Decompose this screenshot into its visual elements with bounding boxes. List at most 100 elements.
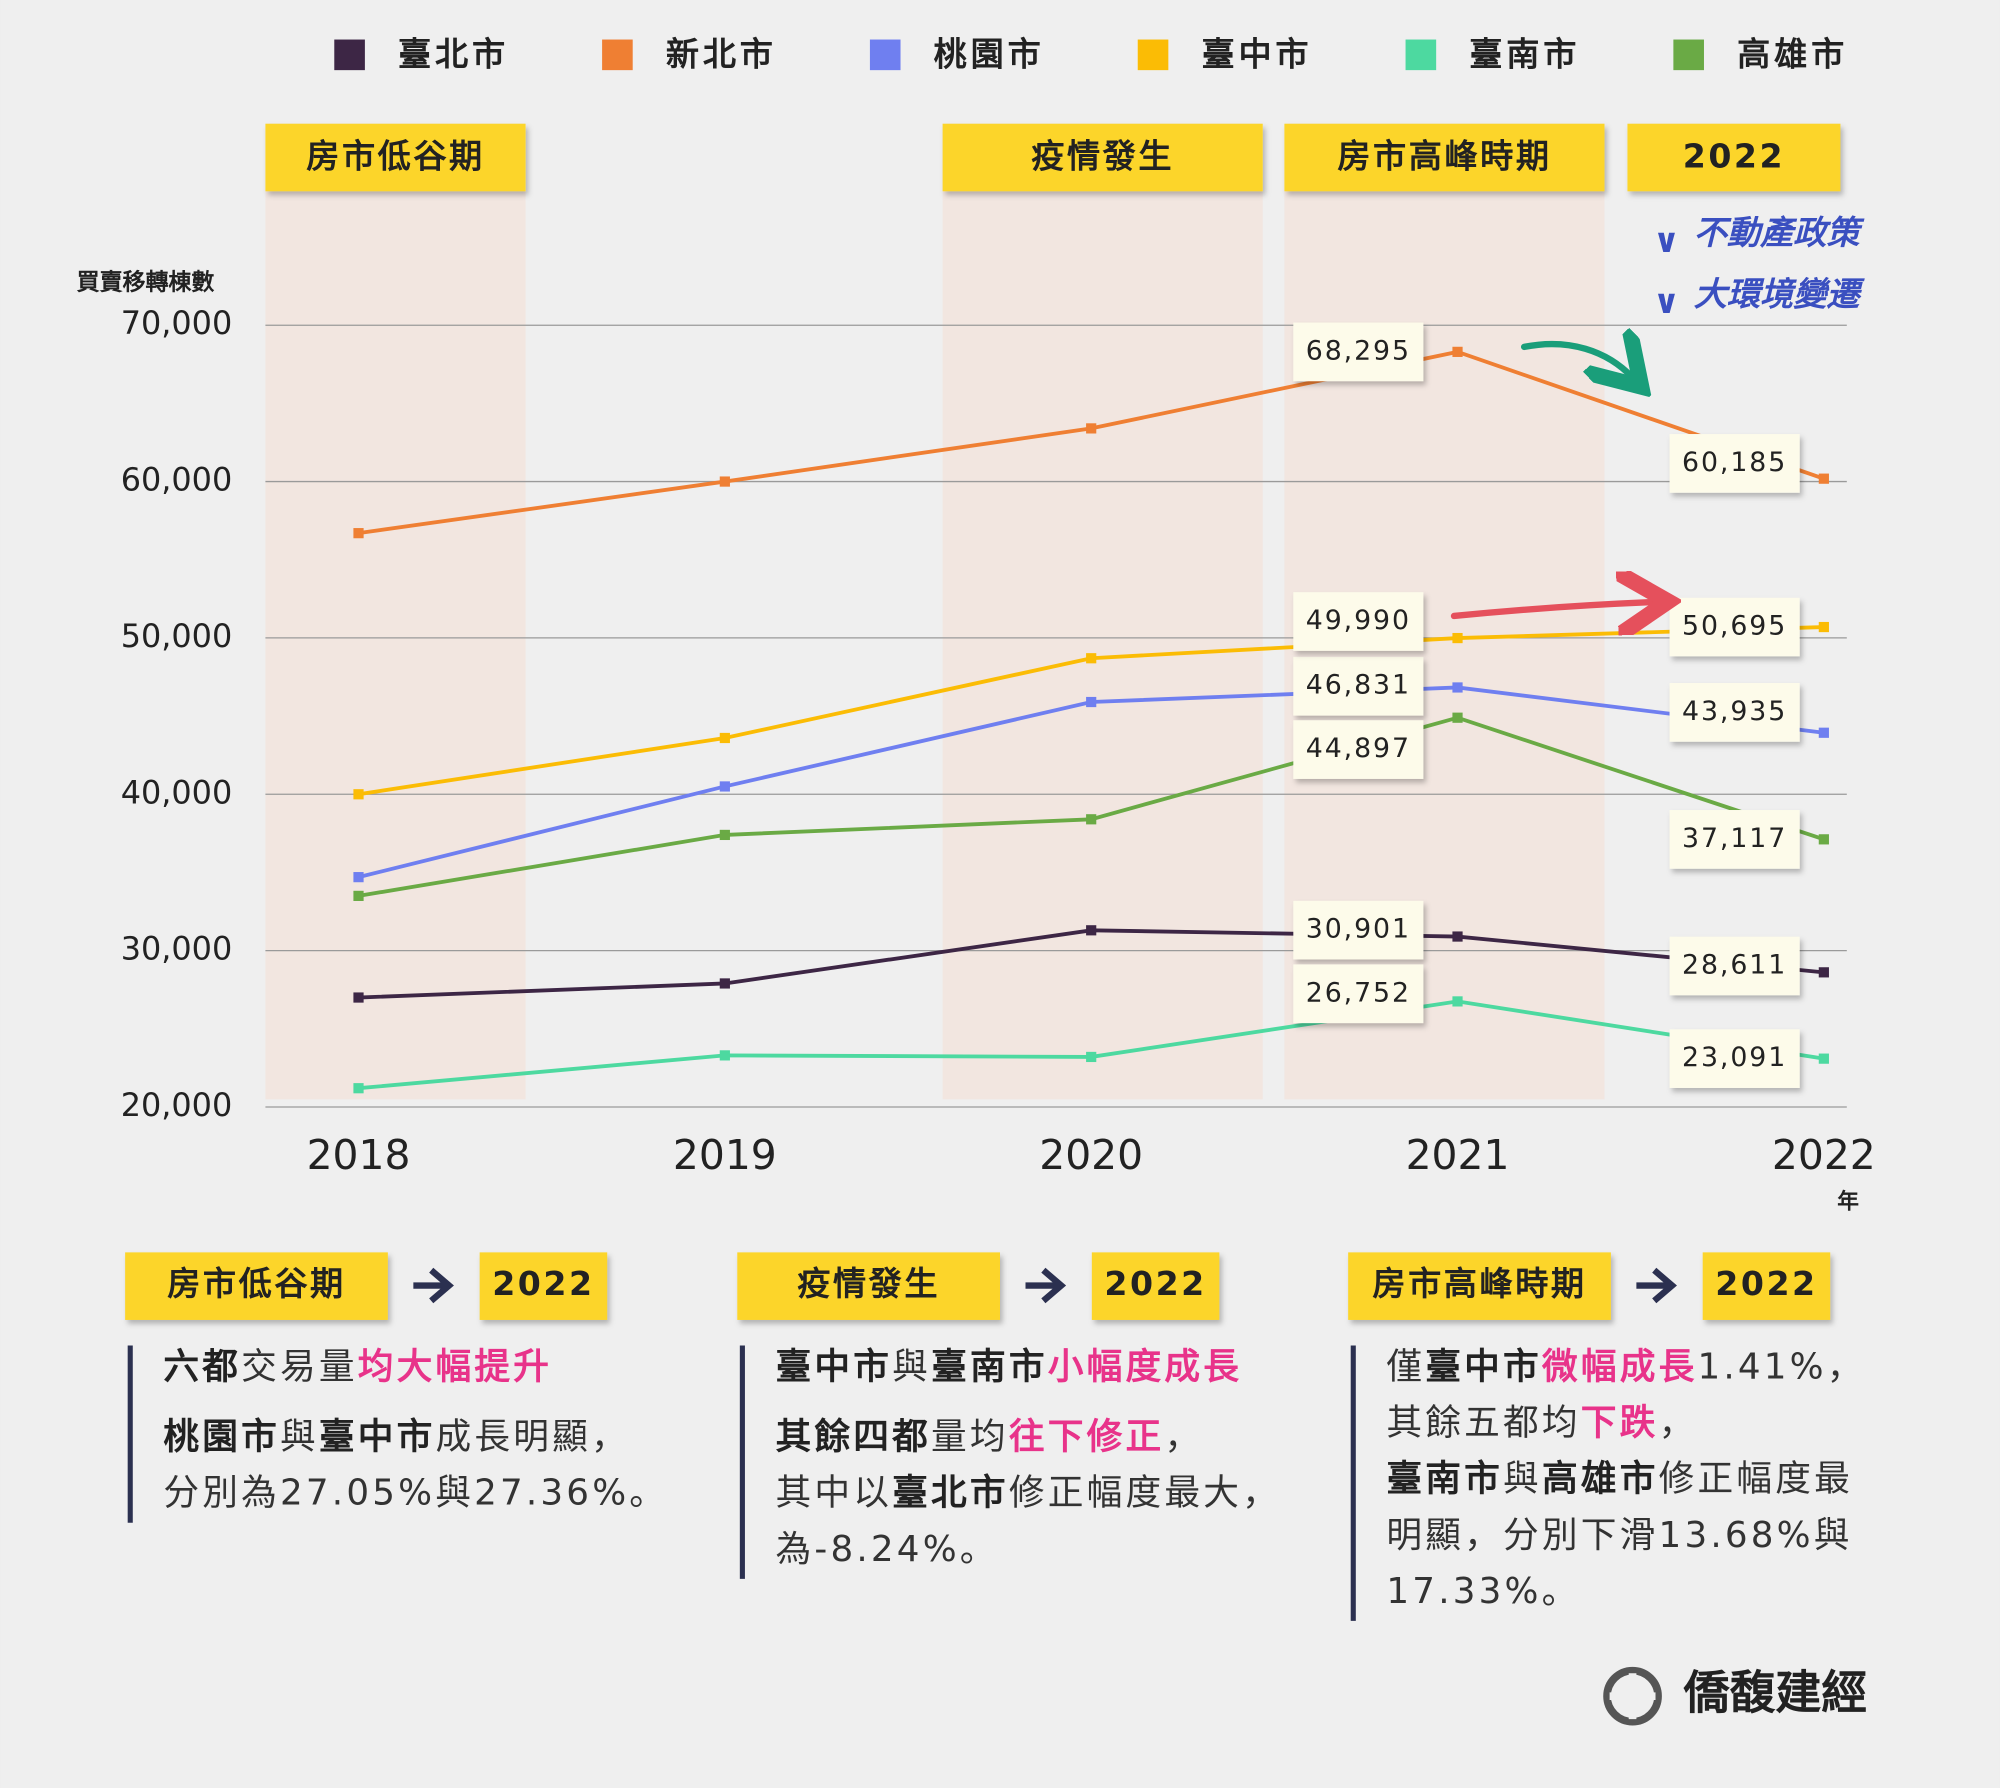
data-point bbox=[719, 829, 730, 841]
value-label: 60,185 bbox=[1682, 447, 1787, 478]
value-label-box bbox=[1293, 592, 1424, 651]
panel-tag: 2022 bbox=[1104, 1264, 1206, 1303]
legend-label: 高雄市 bbox=[1737, 35, 1848, 74]
panel-tag-box bbox=[479, 1252, 608, 1320]
legend-swatch bbox=[869, 39, 901, 71]
data-point bbox=[1452, 682, 1463, 693]
value-label: 68,295 bbox=[1306, 335, 1411, 366]
data-point bbox=[719, 978, 730, 989]
logo: 僑馥建經 bbox=[1603, 1666, 1867, 1726]
panel-line: 其餘四都量均往下修正， bbox=[776, 1417, 1204, 1458]
panel-tag: 疫情發生 bbox=[797, 1264, 940, 1303]
value-label-box bbox=[1669, 683, 1800, 742]
panel-text: ， bbox=[1164, 1417, 1203, 1458]
data-point bbox=[1818, 621, 1829, 633]
data-point bbox=[1818, 967, 1829, 978]
panel-tag: 房市低谷期 bbox=[167, 1264, 345, 1303]
value-label: 30,901 bbox=[1306, 914, 1411, 945]
panel-text: 其餘五都均 bbox=[1386, 1403, 1580, 1444]
panel-text: 1.41%， bbox=[1697, 1346, 1865, 1387]
legend-label: 新北市 bbox=[666, 35, 777, 74]
value-label-box bbox=[1669, 434, 1800, 493]
trend-arrow bbox=[1520, 344, 1632, 377]
panel-text: 往下修正 bbox=[1009, 1417, 1165, 1458]
data-point bbox=[1818, 834, 1829, 845]
panel-text: 六都 bbox=[163, 1346, 241, 1387]
panel-arrow bbox=[1025, 1267, 1067, 1304]
legend-label: 臺中市 bbox=[1202, 35, 1313, 74]
panel-text: 小幅度成長 bbox=[1048, 1346, 1242, 1387]
panel-text: 僅 bbox=[1386, 1346, 1425, 1387]
panel-text: 微幅成長 bbox=[1541, 1346, 1698, 1387]
y-tick-label: 70,000 bbox=[121, 304, 233, 342]
data-point bbox=[1818, 1053, 1829, 1064]
legend-label: 臺北市 bbox=[398, 35, 509, 74]
data-point bbox=[1452, 712, 1463, 723]
x-tick-label: 2021 bbox=[1406, 1131, 1510, 1179]
period-band bbox=[265, 191, 526, 1100]
value-label: 50,695 bbox=[1682, 611, 1787, 642]
panel-line: 分別為27.05%與27.36%。 bbox=[163, 1473, 668, 1514]
panel-text: 與 bbox=[280, 1417, 319, 1458]
legend-label: 臺南市 bbox=[1469, 35, 1580, 74]
panel-line: 六都交易量均大幅提升 bbox=[163, 1346, 552, 1387]
note-mark: ∨ bbox=[1653, 282, 1680, 321]
panel-line: 其餘五都均下跌， bbox=[1386, 1403, 1697, 1444]
panel-text: 分別為27.05%與27.36%。 bbox=[163, 1473, 668, 1514]
period-header-box bbox=[1284, 123, 1605, 192]
y-tick-label: 30,000 bbox=[121, 930, 233, 968]
value-label: 44,897 bbox=[1306, 733, 1411, 764]
panel-tag: 2022 bbox=[1715, 1264, 1817, 1303]
data-point bbox=[1086, 653, 1097, 664]
logo-icon bbox=[1603, 1666, 1662, 1726]
data-point bbox=[1452, 931, 1463, 942]
logo-icon bbox=[1609, 1673, 1656, 1720]
x-tick-label: 2019 bbox=[673, 1131, 777, 1179]
legend-swatch bbox=[1137, 39, 1169, 71]
x-tick-label: 2022 bbox=[1772, 1131, 1876, 1179]
data-point bbox=[353, 1083, 364, 1094]
panel-text: 臺南市 bbox=[1386, 1459, 1503, 1500]
panel-line: 僅臺中市微幅成長1.41%， bbox=[1386, 1346, 1865, 1387]
y-tick-label: 20,000 bbox=[121, 1086, 233, 1124]
period-header-box bbox=[942, 123, 1263, 192]
panel-text: 交易量 bbox=[241, 1346, 358, 1387]
panel-tag: 2022 bbox=[492, 1264, 594, 1303]
value-label-box bbox=[1669, 1029, 1800, 1088]
data-point bbox=[1086, 696, 1097, 708]
panel-text: 與 bbox=[892, 1346, 931, 1387]
note-text: 不動產政策 bbox=[1694, 213, 1866, 252]
panel-text: 臺中市 bbox=[776, 1346, 893, 1387]
panel-text: 成長明顯， bbox=[436, 1417, 630, 1458]
data-point bbox=[719, 781, 730, 792]
period-header-box bbox=[1627, 123, 1841, 192]
panel-text: 修正幅度最 bbox=[1659, 1459, 1853, 1500]
panel-tag-box bbox=[1091, 1252, 1220, 1320]
panel-text: 量均 bbox=[931, 1417, 1009, 1458]
panel-text: 17.33%。 bbox=[1386, 1571, 1580, 1612]
period-header: 房市高峰時期 bbox=[1337, 137, 1551, 176]
panel-line: 明顯，分別下滑13.68%與 bbox=[1386, 1515, 1852, 1556]
note-text: 大環境變遷 bbox=[1694, 274, 1866, 313]
legend-label: 桃園市 bbox=[934, 35, 1045, 74]
value-label: 43,935 bbox=[1682, 696, 1787, 727]
panel-tag-box bbox=[1348, 1252, 1611, 1320]
value-label-box bbox=[1293, 964, 1424, 1024]
value-label: 26,752 bbox=[1306, 977, 1411, 1008]
y-tick-label: 60,000 bbox=[121, 461, 233, 499]
panel-line: 17.33%。 bbox=[1386, 1571, 1580, 1612]
data-point bbox=[1086, 423, 1097, 434]
data-point bbox=[719, 732, 730, 744]
data-point bbox=[1818, 727, 1829, 738]
panel-tag: 房市高峰時期 bbox=[1372, 1264, 1586, 1303]
y-tick-label: 50,000 bbox=[121, 617, 233, 655]
value-label-box bbox=[1669, 936, 1800, 996]
legend-swatch bbox=[1405, 39, 1437, 71]
panel-tag-box bbox=[125, 1252, 388, 1320]
value-label-box bbox=[1293, 720, 1424, 779]
panel-text: 臺中市 bbox=[1425, 1346, 1542, 1387]
panel-text: ， bbox=[1659, 1403, 1698, 1444]
panel-text: 均大幅提升 bbox=[358, 1346, 552, 1387]
